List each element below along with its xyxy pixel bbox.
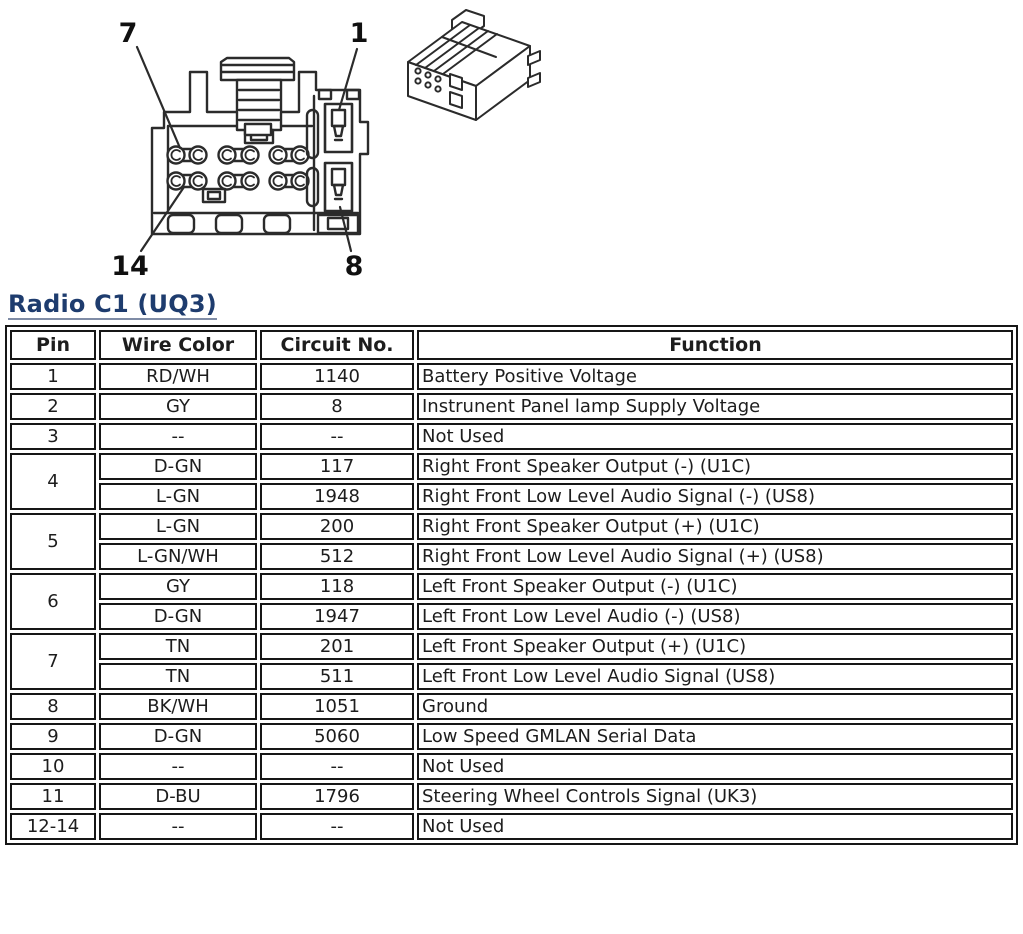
circuit-no-cell: 118	[260, 573, 414, 600]
wire-color-cell: TN	[99, 663, 257, 690]
pin-cell: 9	[10, 723, 96, 750]
function-cell: Ground	[417, 693, 1013, 720]
circuit-no-cell: 5060	[260, 723, 414, 750]
pin-cell: 7	[10, 633, 96, 690]
pin-7-label: 7	[119, 18, 138, 49]
circuit-no-cell: 1948	[260, 483, 414, 510]
pin-leader-lines	[135, 45, 359, 253]
connector-iso-view	[407, 9, 541, 121]
function-cell: Battery Positive Voltage	[417, 363, 1013, 390]
circuit-no-cell: --	[260, 753, 414, 780]
circuit-no-cell: 1796	[260, 783, 414, 810]
function-cell: Not Used	[417, 753, 1013, 780]
pin-cell: 1	[10, 363, 96, 390]
table-row: 9 D-GN 5060 Low Speed GMLAN Serial Data	[10, 723, 1013, 750]
pin-cell: 12-14	[10, 813, 96, 840]
radio-connector-diagram: 7 1 14 8	[111, 9, 541, 282]
column-header-circuit-no-: Circuit No.	[260, 330, 414, 360]
function-cell: Left Front Low Level Audio Signal (US8)	[417, 663, 1013, 690]
wire-color-cell: BK/WH	[99, 693, 257, 720]
table-row: 4 D-GN 117 Right Front Speaker Output (-) (…	[10, 453, 1013, 510]
pin-cell: 3	[10, 423, 96, 450]
function-cell: Right Front Speaker Output (+) (U1C)	[417, 513, 1013, 540]
circuit-no-cell: 1947	[260, 603, 414, 630]
wire-color-cell: L-GN	[99, 513, 257, 540]
pin-cell: 10	[10, 753, 96, 780]
function-cell: Right Front Low Level Audio Signal (+) (…	[417, 543, 1013, 570]
pin-cell: 2	[10, 393, 96, 420]
table-row: L-GN/WH 512 Right Front Low Level Audio Si…	[10, 543, 1013, 570]
function-cell: Instrunent Panel lamp Supply Voltage	[417, 393, 1013, 420]
pin-8-label: 8	[345, 251, 364, 282]
wire-color-cell: TN	[99, 633, 257, 660]
pin-cell: 5	[10, 513, 96, 570]
pinout-table: Pin Wire Color Circuit No. Function 1 RD/WH 1…	[5, 325, 1018, 845]
function-cell: Left Front Low Level Audio (-) (US8)	[417, 603, 1013, 630]
wire-color-cell: --	[99, 753, 257, 780]
circuit-no-cell: 200	[260, 513, 414, 540]
function-cell: Left Front Speaker Output (+) (U1C)	[417, 633, 1013, 660]
wire-color-cell: RD/WH	[99, 363, 257, 390]
table-row: 10 -- -- Not Used	[10, 753, 1013, 780]
circuit-no-cell: 201	[260, 633, 414, 660]
section-title-link[interactable]: Radio C1 (UQ3)	[8, 290, 217, 320]
wire-color-cell: GY	[99, 393, 257, 420]
table-row: TN 511 Left Front Low Level Audio Signal (…	[10, 663, 1013, 690]
function-cell: Not Used	[417, 423, 1013, 450]
connector-front-view	[135, 45, 370, 253]
table-row: 1 RD/WH 1140 Battery Positive Voltage	[10, 363, 1013, 390]
pin-cell: 4	[10, 453, 96, 510]
function-cell: Steering Wheel Controls Signal (UK3)	[417, 783, 1013, 810]
header-row: Pin Wire Color Circuit No. Function	[10, 330, 1013, 360]
pinout-table-head: Pin Wire Color Circuit No. Function	[10, 330, 1013, 360]
circuit-no-cell: 8	[260, 393, 414, 420]
column-header-wire-color: Wire Color	[99, 330, 257, 360]
connector-diagram-area: 7 1 14 8	[0, 0, 1023, 290]
pin-cell: 8	[10, 693, 96, 720]
table-row: 3 -- -- Not Used	[10, 423, 1013, 450]
table-row: 7 TN 201 Left Front Speaker Output (+) (U1C…	[10, 633, 1013, 690]
wire-color-cell: --	[99, 423, 257, 450]
circuit-no-cell: 512	[260, 543, 414, 570]
wire-color-cell: L-GN/WH	[99, 543, 257, 570]
wire-color-cell: D-GN	[99, 453, 257, 480]
pin-14-label: 14	[111, 251, 149, 282]
wire-color-cell: D-GN	[99, 723, 257, 750]
table-row: 6 GY 118 Left Front Speaker Output (-) (U1C…	[10, 573, 1013, 630]
circuit-no-cell: 1140	[260, 363, 414, 390]
table-row: D-GN 1947 Left Front Low Level Audio (-) (…	[10, 603, 1013, 630]
wire-color-cell: D-BU	[99, 783, 257, 810]
wire-color-cell: GY	[99, 573, 257, 600]
pin-cell: 11	[10, 783, 96, 810]
table-row: 8 BK/WH 1051 Ground	[10, 693, 1013, 720]
function-cell: Right Front Speaker Output (-) (U1C)	[417, 453, 1013, 480]
circuit-no-cell: 1051	[260, 693, 414, 720]
table-row: 11 D-BU 1796 Steering Wheel Controls Signal…	[10, 783, 1013, 810]
circuit-no-cell: --	[260, 813, 414, 840]
wire-color-cell: L-GN	[99, 483, 257, 510]
pinout-table-body: 1 RD/WH 1140 Battery Positive Voltage 2 GY 8 In…	[10, 363, 1013, 840]
column-header-function: Function	[417, 330, 1013, 360]
circuit-no-cell: --	[260, 423, 414, 450]
circuit-no-cell: 511	[260, 663, 414, 690]
terminal-slot-section	[305, 88, 361, 232]
pin-cell: 6	[10, 573, 96, 630]
circuit-no-cell: 117	[260, 453, 414, 480]
wire-color-cell: D-GN	[99, 603, 257, 630]
table-row: 5 L-GN 200 Right Front Speaker Output (+) (…	[10, 513, 1013, 570]
wire-color-cell: --	[99, 813, 257, 840]
function-cell: Right Front Low Level Audio Signal (-) (…	[417, 483, 1013, 510]
pin-1-label: 1	[350, 18, 369, 49]
table-row: 2 GY 8 Instrunent Panel lamp Supply Voltage	[10, 393, 1013, 420]
function-cell: Low Speed GMLAN Serial Data	[417, 723, 1013, 750]
table-row: 12-14 -- -- Not Used	[10, 813, 1013, 840]
pin-cavities	[166, 122, 310, 204]
table-row: L-GN 1948 Right Front Low Level Audio Sign…	[10, 483, 1013, 510]
column-header-pin: Pin	[10, 330, 96, 360]
function-cell: Not Used	[417, 813, 1013, 840]
function-cell: Left Front Speaker Output (-) (U1C)	[417, 573, 1013, 600]
